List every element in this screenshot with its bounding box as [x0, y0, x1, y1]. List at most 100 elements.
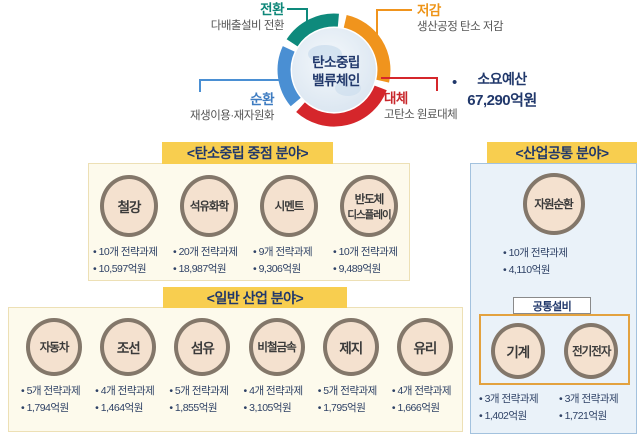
industry-item-shipbuilding: 조선 • 4개 전략과제 • 1,464억원 [91, 318, 165, 417]
tasks-line: • 4개 전략과제 [391, 385, 452, 397]
industry-circle: 조선 [100, 318, 157, 376]
budget-line: • 1,794억원 [21, 401, 69, 414]
tasks-line: • 4개 전략과제 [95, 385, 155, 397]
industry-item-textile: 섬유 • 5개 전략과제 • 1,855억원 [165, 318, 239, 417]
industry-item-automobile: 자동차 • 5개 전략과제 • 1,794억원 [17, 318, 91, 417]
valuechain-center-label: 탄소중립 밸류체인 [268, 4, 404, 140]
budget-line: • 1,464억원 [95, 401, 143, 414]
tasks-line: • 3개 전략과제 [559, 393, 619, 405]
tasks-line: • 5개 전략과제 [21, 385, 81, 397]
industry-circle: 자동차 [26, 318, 83, 376]
ring-segment-transition [286, 13, 339, 47]
industry-stats: • 3개 전략과제 • 1,721억원 [555, 391, 635, 425]
industry-stats: • 9개 전략과제 • 9,306억원 [249, 244, 313, 278]
transition-title: 전환 [260, 2, 284, 17]
globe-continent-shape [308, 45, 342, 63]
budget-line: • 1,721억원 [559, 409, 607, 422]
budget-line: • 4,110억원 [503, 263, 550, 276]
industry-name: 조선 [116, 341, 141, 356]
total-budget: • 소요예산 67,290억원 [452, 69, 537, 110]
core-section-title: <탄소중립 중점 분야> [162, 142, 333, 164]
industry-name: 시멘트 [274, 201, 305, 213]
industry-name: 자동차 [39, 342, 70, 354]
label-circulation: 순환 재생이용·재자원화 [190, 92, 274, 123]
industry-circle-resource-circulation: 자원순환 [522, 173, 585, 235]
industry-item-petrochem: 석유화학 • 20개 전략과제 • 18,987억원 [169, 175, 249, 278]
budget-line: • 18,987억원 [173, 262, 227, 275]
budget-line: • 9,306억원 [253, 262, 301, 275]
tasks-line: • 9개 전략과제 [253, 246, 313, 258]
label-reduction: 저감 생산공정 탄소 저감 [417, 3, 504, 34]
budget-label: 소요예산 [477, 71, 527, 87]
industry-circle: 섬유 [174, 318, 231, 376]
industry-name: 제지 [339, 341, 363, 356]
industry-stats: • 10개 전략과제 • 4,110억원 [503, 245, 636, 279]
industry-name: 기계 [506, 345, 530, 360]
substitution-title: 대체 [384, 91, 408, 106]
industry-circle: 철강 [100, 175, 158, 237]
budget-amount: 67,290억원 [467, 92, 537, 109]
industry-stats: • 5개 전략과제 • 1,855억원 [165, 383, 229, 417]
general-section-box: 자동차 • 5개 전략과제 • 1,794억원 조선 • 4개 전략과제 • 1… [8, 307, 463, 432]
ring-segment-circulation [277, 46, 301, 107]
budget-bullet: • [452, 74, 458, 91]
industry-circle: 제지 [322, 318, 379, 376]
industry-circle: 시멘트 [260, 175, 318, 237]
center-line1: 탄소중립 [312, 55, 360, 71]
industry-circle-machinery: 기계 [490, 323, 545, 379]
industry-item-semiconductor-display: 반도체 디스플레이 • 10개 전략과제 • 9,489억원 [329, 175, 409, 278]
industry-name: 전기전자 [572, 346, 611, 358]
tasks-line: • 10개 전략과제 [333, 246, 398, 258]
industry-stats: • 5개 전략과제 • 1,795억원 [314, 383, 378, 417]
budget-line: • 1,795억원 [317, 401, 366, 414]
budget-line: • 9,489억원 [333, 262, 381, 275]
industry-circle: 유리 [396, 318, 453, 376]
budget-line: • 1,402억원 [479, 409, 527, 422]
center-line2: 밸류체인 [312, 73, 360, 88]
tasks-line: • 10개 전략과제 [93, 246, 158, 258]
tasks-line: • 20개 전략과제 [173, 246, 238, 258]
circulation-title: 순환 [250, 92, 274, 107]
industry-name: 석유화학 [189, 201, 229, 213]
industry-stats: • 20개 전략과제 • 18,987억원 [169, 244, 238, 278]
tasks-line: • 10개 전략과제 [503, 247, 568, 259]
budget-line: • 3,105억원 [243, 401, 292, 414]
industry-name: 유리 [413, 341, 438, 356]
industry-circle: 석유화학 [180, 175, 238, 237]
circulation-desc: 재생이용·재자원화 [190, 109, 274, 122]
label-transition: 전환 다배출설비 전환 [211, 2, 285, 33]
industry-item-paper: 제지 • 5개 전략과제 • 1,795억원 [314, 318, 388, 417]
industry-stats: • 4개 전략과제 • 1,666억원 [388, 383, 452, 417]
industry-circle-electric-electronics: 전기전자 [564, 323, 619, 379]
industry-item-nonferrous: 비철금속 • 4개 전략과제 • 3,105억원 [240, 318, 314, 417]
industry-circle: 반도체 디스플레이 [340, 175, 398, 237]
ring-segment-reduction [343, 14, 391, 83]
industry-item-glass: 유리 • 4개 전략과제 • 1,666억원 [388, 318, 462, 417]
ring-segment-substitution [296, 85, 387, 127]
tasks-line: • 3개 전략과제 [479, 393, 539, 405]
reduction-desc: 생산공정 탄소 저감 [417, 20, 504, 33]
globe-continent-shape [335, 80, 361, 96]
industry-circle: 비철금속 [248, 318, 305, 376]
industry-item-cement: 시멘트 • 9개 전략과제 • 9,306억원 [249, 175, 329, 278]
industry-stats: • 10개 전략과제 • 9,489억원 [329, 244, 398, 278]
industry-name: 자원순환 [534, 199, 573, 211]
industry-name: 섬유 [191, 341, 215, 356]
substitution-desc: 고탄소 원료대체 [384, 108, 458, 121]
tasks-line: • 4개 전략과제 [243, 385, 304, 397]
industry-name2: 디스플레이 [347, 208, 391, 221]
reduction-title: 저감 [417, 3, 441, 18]
core-section-box: 철강 • 10개 전략과제 • 10,597억원 석유화학 • 20개 전략과제… [88, 163, 410, 281]
industry-stats: • 10개 전략과제 • 10,597억원 [89, 244, 158, 278]
valuechain-ring-icon [277, 13, 391, 127]
common-section-title: <산업공통 분야> [487, 142, 637, 163]
industry-stats: • 3개 전략과제 • 1,402억원 [475, 391, 555, 425]
budget-line: • 10,597억원 [93, 262, 147, 275]
industry-name: 비철금속 [257, 342, 296, 354]
budget-line: • 1,855억원 [169, 401, 218, 414]
tasks-line: • 5개 전략과제 [169, 385, 229, 397]
industry-name: 반도체 [354, 193, 385, 206]
industry-stats: • 4개 전략과제 • 3,105억원 [240, 383, 304, 417]
tasks-line: • 5개 전략과제 [317, 385, 378, 397]
